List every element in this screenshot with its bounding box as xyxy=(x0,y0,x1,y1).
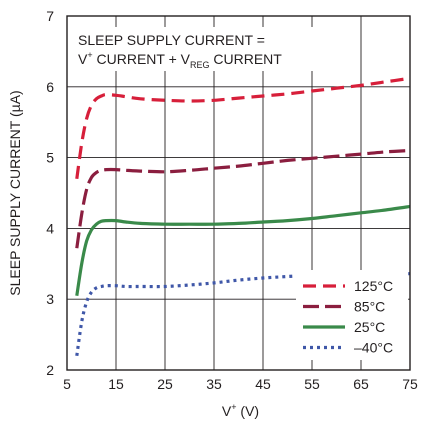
y-tick-label: 4 xyxy=(46,220,54,236)
annotation-v-sup: + xyxy=(87,50,92,60)
series-lines xyxy=(75,76,411,357)
annotation-mid: CURRENT + V xyxy=(93,51,191,67)
x-tick-label: 15 xyxy=(108,376,124,392)
annotation-end: CURRENT xyxy=(210,51,283,67)
y-tick-label: 6 xyxy=(46,79,54,95)
annotation-reg-sub: REG xyxy=(190,60,210,70)
x-axis-label-v: V xyxy=(222,403,232,419)
legend-label-2: 25°C xyxy=(354,319,385,335)
x-tick-label: 45 xyxy=(255,376,271,392)
plot-frame xyxy=(66,15,411,371)
y-tick-label: 2 xyxy=(46,362,54,378)
annotation-background xyxy=(69,27,324,71)
legend-label-1: 85°C xyxy=(354,299,385,315)
x-tick-label: 5 xyxy=(63,376,71,392)
annotation-v: V xyxy=(78,51,88,67)
y-tick-label: 7 xyxy=(46,8,54,24)
annotation-line-2: V+ CURRENT + VREG CURRENT xyxy=(78,50,282,70)
y-tick-label: 5 xyxy=(46,150,54,166)
legend-label-3: –40°C xyxy=(354,340,393,356)
series-line-2 xyxy=(75,204,411,296)
series-line-1 xyxy=(75,148,411,249)
annotation: SLEEP SUPPLY CURRENT = V+ CURRENT + VREG… xyxy=(78,32,282,70)
x-axis-label-unit: (V) xyxy=(237,403,260,419)
x-tick-label: 25 xyxy=(157,376,173,392)
x-axis-label-sup: + xyxy=(231,402,236,412)
x-axis-label: V+ (V) xyxy=(222,402,259,419)
series-line-3 xyxy=(75,272,410,357)
legend: 125°C 85°C 25°C –40°C xyxy=(303,278,393,356)
y-tick-label: 3 xyxy=(46,291,54,307)
x-tick-label: 75 xyxy=(402,376,418,392)
x-tick-label: 65 xyxy=(353,376,369,392)
x-tick-label: 35 xyxy=(206,376,222,392)
annotation-line-1: SLEEP SUPPLY CURRENT = xyxy=(78,32,265,48)
x-tick-label: 55 xyxy=(304,376,320,392)
y-axis-label: SLEEP SUPPLY CURRENT (µA) xyxy=(7,90,23,295)
legend-label-0: 125°C xyxy=(354,278,393,294)
